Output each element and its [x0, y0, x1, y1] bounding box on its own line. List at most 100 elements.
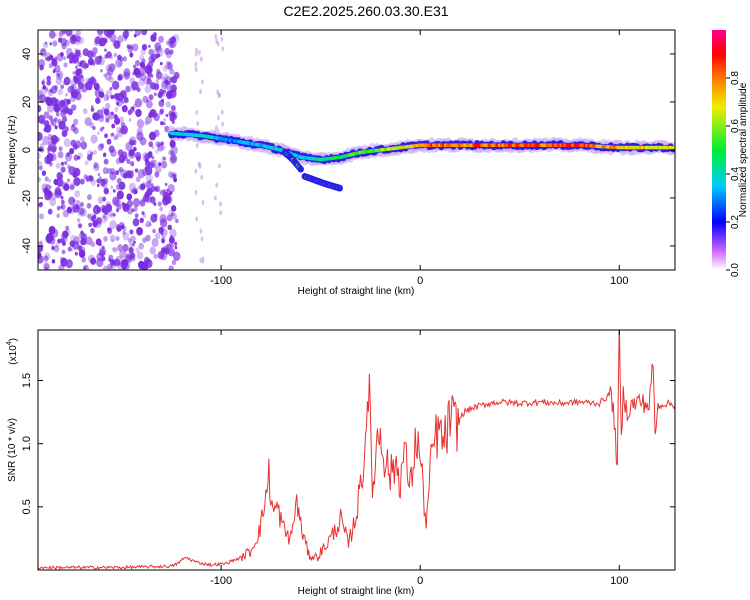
- noise-blob: [40, 142, 45, 149]
- noise-blob: [93, 165, 97, 169]
- noise-blob: [90, 178, 97, 186]
- noise-blob: [104, 133, 108, 139]
- noise-blob: [73, 177, 81, 187]
- noise-blob: [139, 199, 146, 207]
- snr-y-tick-label: 0.5: [21, 499, 33, 514]
- noise-blob: [141, 211, 145, 216]
- colorbar-axes: 0.0 0.2 0.4 0.6 0.8: [726, 71, 741, 277]
- noise-blob: [38, 114, 46, 124]
- noise-blob: [103, 177, 109, 185]
- noise-blob: [139, 217, 144, 224]
- snr-x-tick-label: 100: [610, 575, 628, 587]
- noise-blob: [93, 161, 99, 168]
- noise-blob: [116, 190, 124, 200]
- noise-blob: [97, 173, 101, 177]
- noise-blob: [115, 208, 120, 213]
- noise-blob: [101, 256, 106, 262]
- noise-blob: [101, 178, 107, 186]
- noise-blob: [99, 249, 106, 257]
- noise-blob: [118, 154, 126, 164]
- noise-blob: [62, 241, 66, 247]
- noise-blob: [72, 71, 76, 75]
- noise-blob: [170, 205, 177, 212]
- noise-blob: [85, 236, 93, 246]
- noise-blob: [63, 183, 70, 191]
- noise-blob: [158, 162, 162, 167]
- noise-blob: [169, 49, 174, 55]
- noise-blob: [167, 184, 175, 194]
- noise-blob: [102, 196, 107, 202]
- noise-blob: [128, 246, 134, 254]
- noise-blob: [86, 149, 93, 158]
- noise-blob: [152, 228, 156, 234]
- noise-blob: [98, 176, 102, 181]
- noise-blob: [109, 171, 117, 181]
- noise-blob: [62, 230, 69, 239]
- noise-blob: [66, 98, 71, 105]
- noise-blob: [105, 117, 110, 123]
- noise-blob: [151, 163, 155, 168]
- noise-blob: [163, 73, 169, 81]
- noise-blob: [66, 206, 73, 214]
- noise-blob: [163, 156, 166, 161]
- noise-blob: [68, 196, 76, 206]
- noise-blob: [129, 242, 133, 247]
- noise-blob: [72, 171, 78, 178]
- noise-blob: [145, 180, 152, 189]
- noise-blob: [110, 148, 117, 157]
- noise-blob: [150, 159, 156, 166]
- noise-blob: [76, 67, 83, 75]
- noise-blob: [159, 108, 165, 115]
- noise-blob: [65, 30, 73, 37]
- noise-blob: [113, 93, 119, 100]
- faint-blob: [221, 121, 224, 127]
- noise-blob: [92, 112, 99, 121]
- colorbar-tick-label: 0.0: [730, 263, 741, 277]
- noise-blob: [55, 107, 59, 111]
- snr-axes: -100 0 100 0.5 1.0 1.5: [21, 330, 675, 587]
- noise-blob: [86, 154, 93, 161]
- noise-blob: [120, 224, 125, 230]
- noise-blob: [151, 159, 158, 167]
- noise-blob: [93, 162, 100, 172]
- noise-blob: [57, 151, 64, 159]
- noise-blob: [169, 76, 174, 83]
- noise-blob: [69, 182, 76, 190]
- noise-blob: [157, 201, 162, 207]
- noise-blob: [57, 118, 62, 125]
- noise-blob: [90, 134, 98, 144]
- noise-blob: [46, 75, 52, 82]
- noise-blob: [166, 60, 170, 66]
- noise-blob: [69, 184, 75, 191]
- noise-blob: [127, 109, 133, 116]
- noise-blob: [55, 76, 63, 86]
- noise-blob: [137, 185, 141, 190]
- noise-blob: [136, 127, 143, 136]
- noise-blob: [44, 41, 48, 45]
- noise-blob: [153, 83, 160, 91]
- noise-blob: [42, 78, 46, 83]
- noise-blob: [47, 80, 52, 86]
- colorbar-tick-label: 0.2: [730, 215, 741, 229]
- noise-blob: [144, 85, 152, 94]
- noise-blob: [174, 245, 178, 250]
- noise-blob: [128, 118, 132, 122]
- faint-blob: [195, 216, 199, 222]
- noise-blob: [61, 235, 68, 243]
- faint-blob: [215, 125, 218, 131]
- noise-blob: [67, 178, 71, 183]
- noise-blob: [148, 48, 155, 56]
- noise-blob: [68, 205, 76, 215]
- noise-blob: [112, 196, 120, 206]
- noise-blob: [145, 259, 153, 269]
- snr-y-tick-label: 1.5: [21, 373, 33, 388]
- noise-blob: [102, 167, 109, 175]
- noise-blob: [170, 105, 176, 112]
- noise-blob: [151, 183, 154, 187]
- spectrogram-y-tick-label: 20: [21, 96, 33, 108]
- noise-blob: [113, 135, 118, 141]
- noise-blob: [109, 234, 116, 242]
- noise-blob: [38, 105, 42, 113]
- faint-blob: [214, 34, 218, 40]
- noise-blob: [162, 189, 167, 194]
